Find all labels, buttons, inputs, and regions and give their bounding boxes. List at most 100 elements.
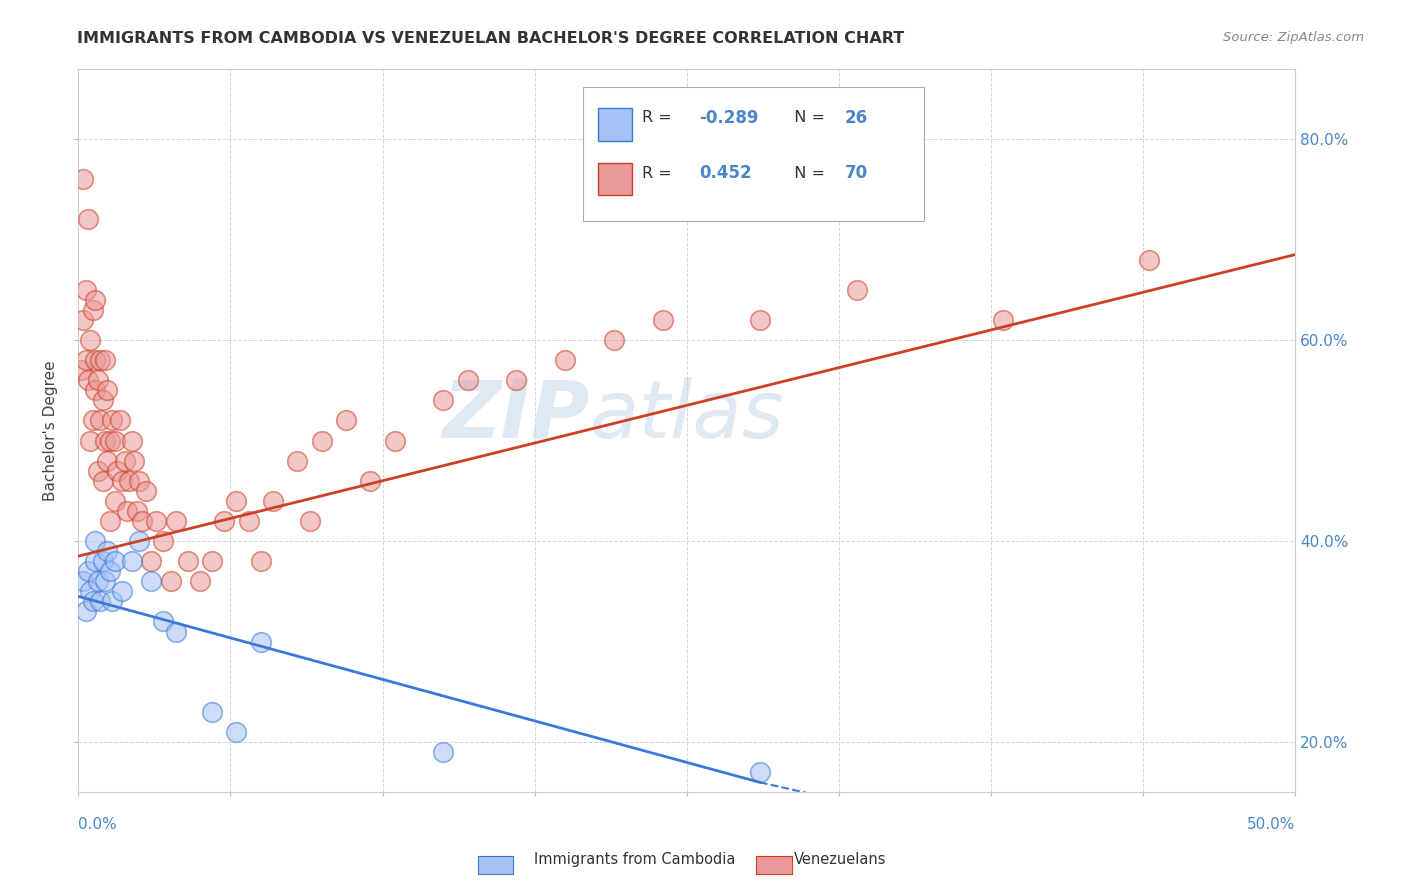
Point: [82, 302, 104, 317]
Text: IMMIGRANTS FROM CAMBODIA VS VENEZUELAN BACHELOR'S DEGREE CORRELATION CHART: IMMIGRANTS FROM CAMBODIA VS VENEZUELAN B…: [77, 31, 904, 46]
Text: -0.289: -0.289: [699, 109, 758, 127]
Point: [87, 574, 110, 589]
Point: [91, 393, 114, 408]
Bar: [598, 162, 633, 195]
Point: [79, 584, 101, 599]
Point: [111, 584, 134, 599]
Point: [651, 313, 673, 327]
Point: [285, 453, 308, 467]
Point: [188, 574, 211, 589]
Point: [89, 594, 111, 608]
Point: [993, 313, 1015, 327]
Point: [152, 615, 174, 629]
Point: [603, 333, 626, 347]
Point: [91, 474, 114, 488]
Point: [108, 413, 131, 427]
Point: [69, 363, 91, 377]
Point: [104, 493, 127, 508]
Point: [101, 594, 124, 608]
Point: [177, 554, 200, 568]
Point: [128, 534, 150, 549]
Text: Immigrants from Cambodia: Immigrants from Cambodia: [534, 852, 735, 867]
Point: [89, 413, 111, 427]
Point: [359, 474, 381, 488]
Point: [75, 604, 97, 618]
Point: [165, 514, 187, 528]
Point: [72, 172, 94, 186]
Point: [96, 383, 118, 397]
Text: 26: 26: [845, 109, 869, 127]
Point: [75, 353, 97, 368]
Text: R =: R =: [641, 111, 676, 125]
Point: [98, 514, 121, 528]
Point: [121, 554, 143, 568]
Point: [118, 474, 141, 488]
Point: [101, 413, 124, 427]
Point: [225, 725, 247, 739]
Point: [122, 453, 145, 467]
Point: [87, 373, 110, 387]
Point: [72, 574, 94, 589]
Text: atlas: atlas: [589, 377, 785, 455]
Point: [84, 353, 107, 368]
Point: [75, 283, 97, 297]
Point: [84, 554, 107, 568]
Point: [87, 464, 110, 478]
Point: [141, 574, 163, 589]
Point: [84, 534, 107, 549]
Text: 70: 70: [845, 164, 869, 183]
Bar: [598, 108, 633, 141]
Point: [141, 554, 163, 568]
Point: [84, 293, 107, 307]
FancyBboxPatch shape: [583, 87, 924, 220]
Point: [846, 283, 869, 297]
Point: [77, 564, 100, 578]
Point: [121, 434, 143, 448]
Point: [152, 534, 174, 549]
Point: [131, 514, 153, 528]
Point: [98, 434, 121, 448]
Point: [111, 474, 134, 488]
Point: [77, 373, 100, 387]
Point: [505, 373, 527, 387]
Point: [554, 353, 576, 368]
Point: [335, 413, 357, 427]
Point: [98, 564, 121, 578]
Point: [311, 434, 333, 448]
Point: [159, 574, 181, 589]
Text: R =: R =: [641, 166, 676, 181]
Point: [384, 434, 406, 448]
Point: [1137, 252, 1160, 267]
Text: ZIP: ZIP: [441, 377, 589, 455]
Point: [250, 634, 273, 648]
Point: [72, 313, 94, 327]
Point: [77, 212, 100, 227]
Point: [79, 434, 101, 448]
Text: 0.0%: 0.0%: [79, 817, 117, 832]
Text: N =: N =: [785, 111, 831, 125]
Text: Venezuelans: Venezuelans: [794, 852, 887, 867]
Point: [748, 765, 770, 780]
Point: [79, 333, 101, 347]
Point: [165, 624, 187, 639]
Point: [201, 705, 224, 719]
Text: N =: N =: [785, 166, 831, 181]
Point: [89, 353, 111, 368]
Point: [298, 514, 321, 528]
Point: [201, 554, 224, 568]
Point: [91, 554, 114, 568]
Point: [748, 313, 770, 327]
Point: [135, 483, 157, 498]
Point: [82, 594, 104, 608]
Point: [96, 453, 118, 467]
Point: [457, 373, 479, 387]
Point: [115, 504, 138, 518]
Text: Source: ZipAtlas.com: Source: ZipAtlas.com: [1223, 31, 1364, 45]
Point: [145, 514, 167, 528]
Point: [84, 383, 107, 397]
Point: [128, 474, 150, 488]
Point: [104, 554, 127, 568]
Point: [94, 574, 117, 589]
Point: [82, 413, 104, 427]
Point: [432, 393, 454, 408]
